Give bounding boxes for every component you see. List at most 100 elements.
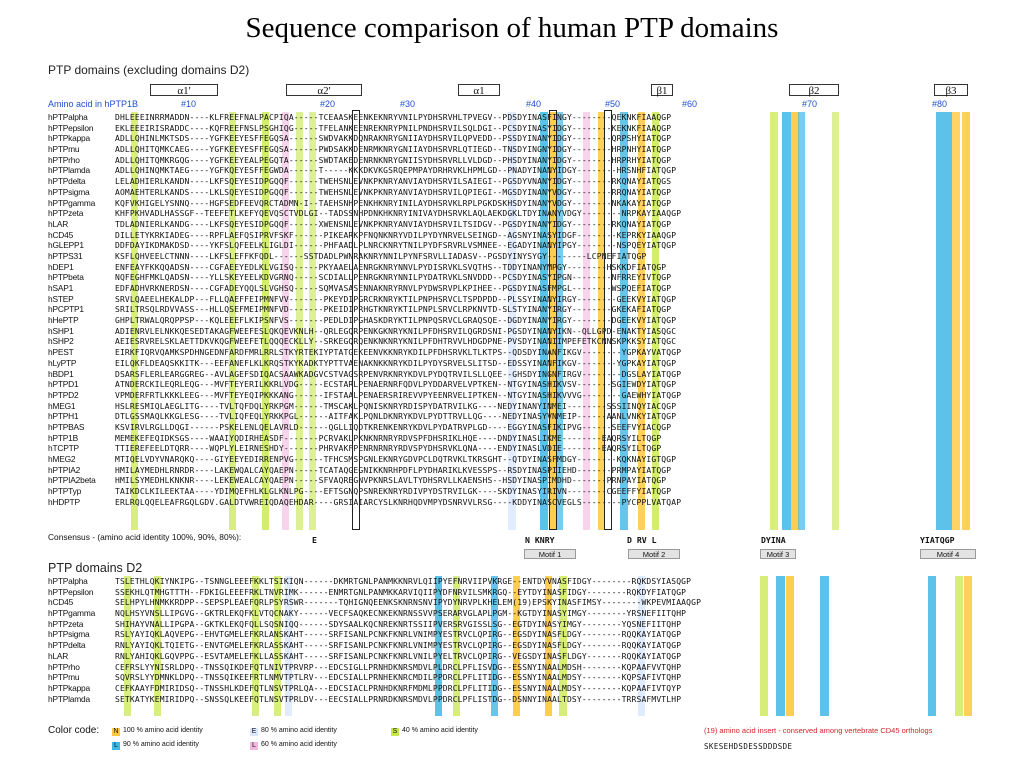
protein-name: hPTPmu bbox=[48, 144, 80, 155]
protein-sequence: MTIQELVDYVNARQKQ----GIYEEYEDIRRENPVG----… bbox=[115, 455, 677, 464]
alignment-row: hPTPkappa ADLLQHINLMKTSDS----YGFKEEYESFFE… bbox=[48, 133, 681, 144]
legend-swatch: L bbox=[250, 742, 258, 750]
identity-band bbox=[435, 576, 442, 716]
numbering-row: Amino acid in hPTP1B #10 #20 #30 #40 #50… bbox=[48, 99, 1008, 111]
protein-sequence: AEIESRVRELSKLAETTDKVKQGFWEEFETLQQQECKLLY… bbox=[115, 337, 677, 347]
identity-band bbox=[944, 112, 952, 530]
protein-name: hPTPIA2beta bbox=[48, 475, 96, 486]
protein-name: hPTPbeta bbox=[48, 272, 84, 283]
protein-name: hTCPTP bbox=[48, 443, 79, 454]
identity-band bbox=[513, 576, 520, 716]
identity-band bbox=[229, 112, 236, 530]
protein-name: hPTPzeta bbox=[48, 208, 84, 219]
protein-sequence: SETKATYKEMIRIDPQ--SNSSQLKEEFQTLNSVTPRLDV… bbox=[115, 694, 682, 704]
position-mark: #40 bbox=[526, 99, 542, 109]
legend-item-60: L 60 % amino acid identity bbox=[250, 741, 337, 750]
identity-band bbox=[791, 112, 799, 530]
protein-name: hPTPH1 bbox=[48, 411, 79, 422]
protein-sequence: EDFADHVRKNERDSN----CGFADEYQQLSLVGHSQ----… bbox=[115, 284, 672, 293]
alignment-row: hPTPsigma RSLYAYIQKLAQVEPG--EHVTGMELEFKRL… bbox=[48, 629, 701, 640]
alignment-row: hPTPepsilon EKLEEEIRISRADDC----KQFREEFNSL… bbox=[48, 123, 681, 134]
position-mark: #80 bbox=[932, 99, 948, 109]
protein-name: hPTPlamda bbox=[48, 693, 90, 704]
protein-sequence: ADLLQHITQMKCAEG----YGFKEEYESFFEGQSA-----… bbox=[115, 145, 672, 155]
protein-sequence: SQVRSLYYDMNKLDPQ--TNSSQIKEEFRTLNMVTPTLRV… bbox=[115, 673, 682, 683]
protein-sequence: DHLEEEINRRMADDN----KLFREEFNALPACPIQA----… bbox=[115, 113, 672, 122]
protein-name: hPTPTyp bbox=[48, 486, 82, 497]
position-mark: #10 bbox=[181, 99, 197, 109]
alignment-row: hPTPBAS KSVIRVLRGLLDQGI------PSKELENLQELA… bbox=[48, 422, 681, 433]
protein-name: hLAR bbox=[48, 650, 69, 661]
protein-name: hPTPalpha bbox=[48, 112, 88, 122]
protein-name: hHePTP bbox=[48, 315, 79, 326]
protein-name: hPTPalpha bbox=[48, 576, 88, 586]
alignment-row: hPTPrho ADLLQHITQMKRGQG----YGFKEEYEALPEGQ… bbox=[48, 155, 681, 166]
protein-name: hPTPsigma bbox=[48, 629, 90, 640]
alignment-row: hCD45 SELHPYLHNMKKRDPP--SEPSPLEAEFQRLPSYR… bbox=[48, 597, 701, 608]
alignment-row: hPTPalpha TSLETHLQKIYNKIPG--TSNNGLEEEFKKL… bbox=[48, 576, 701, 587]
identity-band bbox=[282, 112, 289, 530]
position-mark: #70 bbox=[802, 99, 818, 109]
motif-2-box: Motif 2 bbox=[628, 549, 680, 559]
structure-label: α1 bbox=[473, 85, 485, 97]
protein-name: hGLEPP1 bbox=[48, 240, 84, 251]
structure-label: α2' bbox=[317, 85, 331, 97]
protein-name: hPTPdelta bbox=[48, 176, 86, 187]
protein-name: hPTPepsilon bbox=[48, 122, 94, 133]
protein-name: hMEG2 bbox=[48, 454, 76, 464]
identity-band bbox=[453, 576, 460, 716]
identity-band bbox=[776, 576, 785, 716]
identity-band bbox=[964, 576, 972, 716]
identity-band bbox=[309, 112, 316, 530]
protein-name: hCD45 bbox=[48, 229, 74, 240]
alignment-row: hPTPgamma KQFVKHIGELYSNNQ----HGFSEDFEEVQR… bbox=[48, 198, 681, 209]
protein-sequence: SHIHAYVNALLIPGPA--GKTKLEKQFQLLSQSNIQQ---… bbox=[115, 619, 682, 629]
legend-text: 40 % amino acid identity bbox=[402, 727, 478, 734]
protein-name: hPTPBAS bbox=[48, 421, 85, 432]
consensus-segment: D RV L bbox=[627, 535, 657, 545]
consensus-segment: E bbox=[312, 535, 317, 545]
protein-sequence: ADLLQHITQMKRGQG----YGFKEEYEALPEGQTA-----… bbox=[115, 155, 672, 165]
protein-name: hPTPgamma bbox=[48, 197, 96, 208]
alignment-row: hPTPalpha DHLEEEINRRMADDN----KLFREEFNALPA… bbox=[48, 112, 681, 123]
alignment-row: hSHP1 ADIENRVLELNKKQESEDTAKAGFWEEFESLQKQE… bbox=[48, 326, 681, 337]
protein-name: hPTPdelta bbox=[48, 640, 86, 651]
identity-band bbox=[962, 112, 970, 530]
alignment-row: hLyPTP EILQKFLDEAQSKKITK---EEFANEFLKLKRQS… bbox=[48, 358, 681, 369]
identity-band bbox=[786, 576, 794, 716]
protein-sequence: SRILTRSQLRDVVASS---HLLQSEFMEIPMNFVD-----… bbox=[115, 305, 672, 315]
structure-beta3: β3 bbox=[934, 84, 968, 97]
protein-sequence: KQFVKHIGELYSNNQ----HGFSEDFEEVQRCTADMN-I-… bbox=[115, 198, 672, 208]
identity-band bbox=[782, 112, 791, 530]
protein-sequence: TDLADNIERLKANDG----LKFSQEYESIDPGQQF-----… bbox=[115, 219, 672, 229]
structure-beta2: β2 bbox=[789, 84, 839, 97]
protein-sequence: HSLRESMIQLAEGLITG----TVLTQFDQLYRKPGM----… bbox=[115, 401, 677, 411]
protein-sequence: ADLLQHINQMKTAEG----YGFKQEYESFFEGWDA-----… bbox=[115, 166, 677, 176]
identity-band bbox=[274, 576, 281, 716]
column-highlight-box bbox=[352, 110, 360, 530]
protein-sequence: RNLYAHIQKLGQVPPG--ESVTAMELEFKLLASSKAHT--… bbox=[115, 651, 682, 661]
protein-name: hMEG1 bbox=[48, 400, 76, 411]
protein-sequence: CEFRSLYYNISRLDPQ--TNSSQIKDEFQTLNIVTPRVRP… bbox=[115, 662, 682, 672]
protein-sequence: KSFLQHVEELCTNNN----LKFSLEFFKFQDL------SS… bbox=[115, 251, 647, 261]
protein-sequence: HMILSYMEDHLKNKNR----LEKEWEALCAYQAEPN----… bbox=[115, 476, 667, 486]
identity-band bbox=[820, 576, 829, 716]
page-title: Sequence comparison of human PTP domains bbox=[245, 12, 779, 44]
column-highlight-box bbox=[549, 110, 557, 530]
identity-band bbox=[955, 576, 963, 716]
identity-band bbox=[928, 576, 936, 716]
structure-label: β2 bbox=[808, 85, 820, 97]
alignment-row: hPTPmu ADLLQHITQMKCAEG----YGFKEEYESFFEGQS… bbox=[48, 144, 681, 155]
legend-item-80: E 80 % amino acid identity bbox=[250, 727, 337, 736]
legend-text: 80 % amino acid identity bbox=[261, 727, 337, 734]
structure-alpha1-prime: α1' bbox=[150, 84, 218, 97]
identity-band bbox=[559, 576, 567, 716]
protein-sequence: EIRKFIQRVQAMKSPDHNGEDNFARDFMRLRRLSTKYRTE… bbox=[115, 348, 682, 358]
protein-sequence: TSLETHLQKIYNKIPG--TSNNGLEEEFKKLTSIKIQN--… bbox=[115, 577, 692, 586]
protein-name: hPTPlamda bbox=[48, 165, 90, 176]
identity-band bbox=[620, 112, 628, 530]
protein-name: hDEP1 bbox=[48, 261, 74, 272]
alignment-row: hPTPIA2 HMILAYMEDHLRNRDR----LAKEWQALCAYQA… bbox=[48, 465, 681, 476]
identity-band bbox=[549, 112, 556, 530]
alignment-row: hPTPIA2beta HMILSYMEDHLKNKNR----LEKEWEALC… bbox=[48, 475, 681, 486]
